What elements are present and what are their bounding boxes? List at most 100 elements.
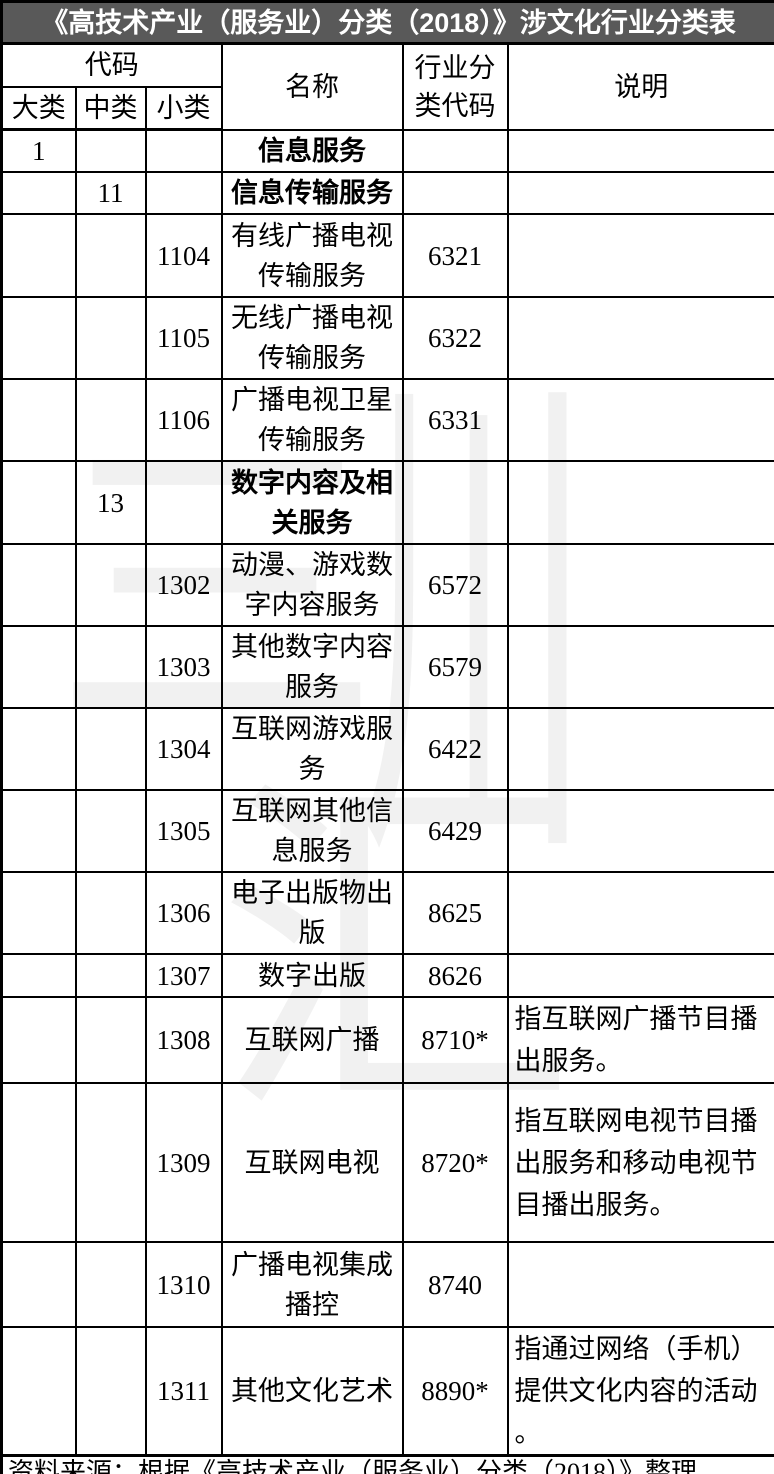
cell-industry-code: 8710*	[401, 996, 509, 1084]
cell-name: 数字内容及相 关服务	[220, 460, 404, 545]
cell-industry-code: 8626	[401, 953, 509, 998]
table-row: 1 信息服务	[0, 128, 774, 173]
cell-industry-code: 6579	[401, 625, 509, 709]
header-mid: 中类	[74, 85, 147, 131]
cell-minor	[144, 171, 223, 215]
header-major: 大类	[0, 85, 77, 131]
cell-minor: 1304	[144, 707, 223, 791]
cell-major	[0, 296, 77, 380]
cell-name: 动漫、游戏数 字内容服务	[220, 543, 404, 627]
cell-mid	[74, 128, 147, 173]
header-industry-code: 行业分 类代码	[401, 42, 509, 131]
cell-major	[0, 707, 77, 791]
cell-name: 电子出版物出 版	[220, 871, 404, 955]
cell-industry-code: 8740	[401, 1241, 509, 1328]
cell-mid	[74, 296, 147, 380]
cell-name: 互联网其他信 息服务	[220, 789, 404, 873]
cell-description	[506, 378, 774, 462]
cell-mid	[74, 543, 147, 627]
cell-minor: 1305	[144, 789, 223, 873]
cell-minor: 1106	[144, 378, 223, 462]
cell-major	[0, 953, 77, 998]
cell-industry-code: 8890*	[401, 1326, 509, 1457]
cell-major	[0, 625, 77, 709]
header-row-1: 代码 名称 行业分 类代码 说明	[0, 42, 774, 131]
cell-name: 互联网电视	[220, 1082, 404, 1243]
cell-minor: 1310	[144, 1241, 223, 1328]
cell-industry-code: 6422	[401, 707, 509, 791]
cell-minor: 1302	[144, 543, 223, 627]
cell-minor: 1307	[144, 953, 223, 998]
cell-description	[506, 871, 774, 955]
source-row: 资料来源：根据《高技术产业（服务业）分类（2018）》整理。	[0, 1454, 774, 1474]
header-description: 说明	[506, 42, 774, 131]
table-row: 1304 互联网游戏服 务 6422	[0, 707, 774, 791]
cell-major	[0, 171, 77, 215]
cell-industry-code: 8720*	[401, 1082, 509, 1243]
cell-name: 信息传输服务	[220, 171, 404, 215]
cell-name: 信息服务	[220, 128, 404, 173]
cell-major	[0, 460, 77, 545]
cell-major	[0, 789, 77, 873]
cell-minor: 1303	[144, 625, 223, 709]
source-note: 资料来源：根据《高技术产业（服务业）分类（2018）》整理。	[0, 1454, 774, 1474]
cell-minor	[144, 460, 223, 545]
cell-minor	[144, 128, 223, 173]
header-name: 名称	[220, 42, 404, 131]
cell-mid	[74, 871, 147, 955]
table-row: 1307 数字出版 8626	[0, 953, 774, 998]
table-title: 《高技术产业（服务业）分类（2018）》涉文化行业分类表	[0, 0, 774, 45]
cell-name: 无线广播电视 传输服务	[220, 296, 404, 380]
table-row: 11 信息传输服务	[0, 171, 774, 215]
cell-description	[506, 707, 774, 791]
cell-name: 广播电视卫星 传输服务	[220, 378, 404, 462]
table-row: 1310 广播电视集成 播控 8740	[0, 1241, 774, 1328]
table-row: 1311 其他文化艺术 8890* 指通过网络（手机） 提供文化内容的活动 。	[0, 1326, 774, 1457]
table-row: 1104 有线广播电视 传输服务 6321	[0, 213, 774, 298]
cell-industry-code: 6321	[401, 213, 509, 298]
cell-name: 互联网广播	[220, 996, 404, 1084]
cell-major	[0, 378, 77, 462]
cell-description	[506, 953, 774, 998]
table-row: 1303 其他数字内容 服务 6579	[0, 625, 774, 709]
table-row: 1305 互联网其他信 息服务 6429	[0, 789, 774, 873]
table-row: 1309 互联网电视 8720* 指互联网电视节目播 出服务和移动电视节 目播出…	[0, 1082, 774, 1243]
cell-mid: 11	[74, 171, 147, 215]
cell-name: 其他数字内容 服务	[220, 625, 404, 709]
cell-major	[0, 1082, 77, 1243]
cell-mid	[74, 996, 147, 1084]
cell-minor: 1308	[144, 996, 223, 1084]
cell-mid	[74, 1082, 147, 1243]
cell-description: 指通过网络（手机） 提供文化内容的活动 。	[506, 1326, 774, 1457]
cell-mid: 13	[74, 460, 147, 545]
cell-industry-code: 6331	[401, 378, 509, 462]
table-row: 1302 动漫、游戏数 字内容服务 6572	[0, 543, 774, 627]
header-row-2: 大类 中类 小类	[0, 85, 774, 131]
cell-major	[0, 1241, 77, 1328]
header-minor: 小类	[144, 85, 223, 131]
cell-name: 广播电视集成 播控	[220, 1241, 404, 1328]
header-code-group: 代码	[0, 42, 223, 88]
table-title-row: 《高技术产业（服务业）分类（2018）》涉文化行业分类表	[0, 0, 774, 45]
cell-mid	[74, 378, 147, 462]
table-row: 13 数字内容及相 关服务	[0, 460, 774, 545]
cell-industry-code: 8625	[401, 871, 509, 955]
cell-major	[0, 213, 77, 298]
cell-description	[506, 625, 774, 709]
cell-mid	[74, 953, 147, 998]
cell-minor: 1104	[144, 213, 223, 298]
cell-major	[0, 996, 77, 1084]
cell-description	[506, 460, 774, 545]
table-row: 1308 互联网广播 8710* 指互联网广播节目播 出服务。	[0, 996, 774, 1084]
table-row: 1306 电子出版物出 版 8625	[0, 871, 774, 955]
cell-description	[506, 213, 774, 298]
cell-description	[506, 171, 774, 215]
cell-industry-code: 6322	[401, 296, 509, 380]
cell-major	[0, 1326, 77, 1457]
cell-description	[506, 296, 774, 380]
cell-name: 其他文化艺术	[220, 1326, 404, 1457]
cell-minor: 1105	[144, 296, 223, 380]
cell-description	[506, 789, 774, 873]
